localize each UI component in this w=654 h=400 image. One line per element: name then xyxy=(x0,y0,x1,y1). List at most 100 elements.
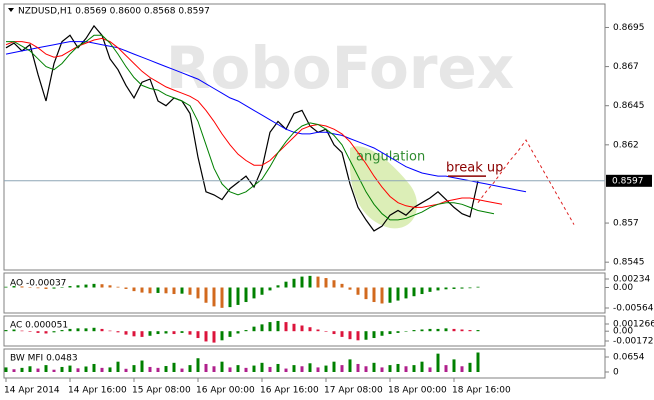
histogram-bar xyxy=(332,331,336,335)
histogram-bar xyxy=(308,363,312,372)
histogram-bar xyxy=(364,287,368,300)
histogram-bar xyxy=(12,286,16,288)
histogram-bar xyxy=(292,365,296,372)
histogram-bar xyxy=(4,330,8,332)
histogram-bar xyxy=(68,286,72,288)
histogram-bar xyxy=(108,285,112,288)
histogram-bar xyxy=(156,287,160,293)
histogram-bar xyxy=(228,367,232,372)
histogram-bar xyxy=(292,323,296,332)
price-panel xyxy=(3,3,606,271)
histogram-bar xyxy=(428,287,432,292)
histogram-bar xyxy=(300,366,304,372)
histogram-bar xyxy=(292,278,296,288)
histogram-bar xyxy=(228,331,232,337)
histogram-bar xyxy=(444,365,448,372)
histogram-bar xyxy=(132,365,136,372)
price-line xyxy=(5,41,527,193)
x-tick-label: 14 Apr 16:00 xyxy=(68,386,127,396)
histogram-bar xyxy=(196,287,200,299)
menu-arrow xyxy=(8,8,14,12)
histogram-bar xyxy=(428,328,432,332)
histogram-bar xyxy=(300,325,304,332)
histogram-bar xyxy=(28,331,32,332)
histogram-bar xyxy=(148,287,152,294)
chart-title: NZDUSD,H1 0.8569 0.8600 0.8568 0.8597 xyxy=(18,7,210,17)
histogram-bar xyxy=(476,330,480,332)
histogram-bar xyxy=(12,369,16,372)
histogram-bar xyxy=(372,287,376,303)
histogram-bar xyxy=(212,366,216,372)
histogram-bar xyxy=(188,365,192,372)
histogram-bar xyxy=(124,331,128,335)
histogram-bar xyxy=(444,328,448,332)
histogram-bar xyxy=(364,331,368,340)
y-tick-label: 0.8695 xyxy=(613,23,645,33)
histogram-bar xyxy=(452,287,456,289)
histogram-bar xyxy=(220,361,224,372)
histogram-bar xyxy=(140,331,144,337)
histogram-bar xyxy=(116,331,120,333)
histogram-bar xyxy=(324,278,328,288)
histogram-bar xyxy=(412,330,416,332)
price-line xyxy=(5,37,503,208)
histogram-bar xyxy=(68,365,72,372)
histogram-bar xyxy=(228,287,232,308)
histogram-bar xyxy=(316,329,320,332)
histogram-bar xyxy=(476,352,480,372)
histogram-bar xyxy=(252,287,256,299)
histogram-bar xyxy=(268,287,272,291)
price-line xyxy=(6,34,495,221)
histogram-bar xyxy=(396,363,400,372)
x-tick-label: 16 Apr 00:00 xyxy=(196,386,255,396)
histogram-bar xyxy=(436,353,440,372)
histogram-bar xyxy=(444,287,448,290)
histogram-bar xyxy=(388,287,392,303)
histogram-bar xyxy=(340,283,344,288)
ao-panel xyxy=(3,272,606,314)
histogram-bar xyxy=(284,368,288,372)
histogram-bar xyxy=(284,322,288,332)
histogram-bar xyxy=(172,287,176,295)
histogram-bar xyxy=(76,328,80,332)
histogram-bar xyxy=(124,368,128,372)
histogram-bar xyxy=(268,366,272,372)
last-price-label: 0.8597 xyxy=(612,176,644,186)
histogram-bar xyxy=(308,275,312,288)
histogram-bar xyxy=(36,368,40,372)
y-tick-label: 0.862 xyxy=(613,140,639,150)
ac-panel xyxy=(3,315,606,347)
histogram-bar xyxy=(172,331,176,335)
histogram-bar xyxy=(12,329,16,332)
histogram-bar xyxy=(276,320,280,332)
histogram-bar xyxy=(356,363,360,372)
angulation-label: angulation xyxy=(356,150,425,165)
histogram-bar xyxy=(140,287,144,293)
histogram-bar xyxy=(340,365,344,372)
y-tick-label: 0.0654 xyxy=(613,353,645,363)
histogram-bar xyxy=(108,367,112,372)
histogram-bar xyxy=(468,287,472,289)
histogram-bar xyxy=(20,286,24,288)
histogram-bar xyxy=(428,367,432,372)
histogram-bar xyxy=(356,331,360,341)
histogram-bar xyxy=(188,287,192,295)
histogram-bar xyxy=(108,330,112,332)
histogram-bar xyxy=(372,362,376,372)
histogram-bar xyxy=(212,331,216,343)
histogram-bar xyxy=(380,331,384,336)
histogram-bar xyxy=(60,366,64,372)
x-tick-label: 18 Apr 00:00 xyxy=(388,386,447,396)
y-tick-label: 0 xyxy=(613,367,619,377)
histogram-bar xyxy=(412,365,416,372)
histogram-bar xyxy=(92,363,96,372)
histogram-bar xyxy=(100,328,104,332)
histogram-bar xyxy=(436,287,440,291)
histogram-bar xyxy=(404,287,408,299)
histogram-bar xyxy=(340,331,344,337)
histogram-bar xyxy=(36,331,40,333)
histogram-bar xyxy=(92,327,96,332)
break-up-label: break up xyxy=(446,161,503,176)
histogram-bar xyxy=(148,331,152,336)
